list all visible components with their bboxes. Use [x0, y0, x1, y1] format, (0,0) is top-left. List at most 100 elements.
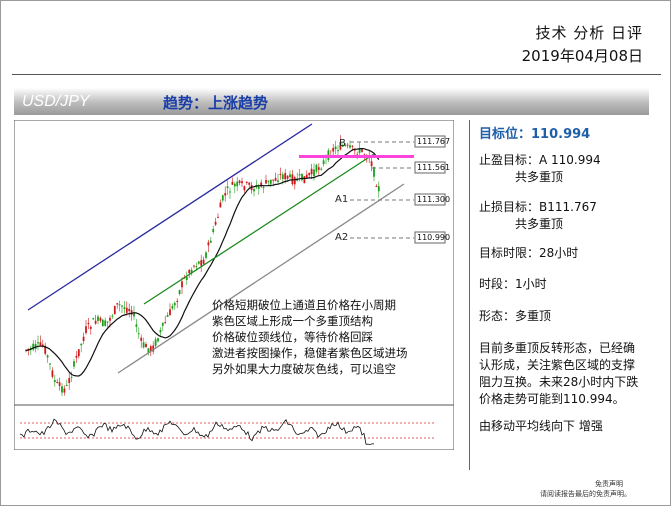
- candle-body: [308, 172, 311, 176]
- candle-body: [169, 309, 171, 316]
- report-title: 技术 分析 日评: [535, 24, 643, 42]
- candle-body: [301, 173, 303, 181]
- candle-body: [85, 326, 87, 333]
- trend-support-line: [143, 153, 375, 305]
- candle-body: [248, 182, 251, 185]
- candle-body: [274, 178, 277, 181]
- candle-body: [125, 307, 128, 313]
- annotation-line-1: 价格短期破位上通道且价格在小周期: [212, 298, 396, 312]
- candle-body: [104, 320, 107, 326]
- candle-body: [279, 173, 282, 175]
- candle-body: [361, 149, 363, 152]
- candle-body: [286, 175, 289, 179]
- level-tag-neckline: 111.561: [417, 163, 450, 172]
- currency-pair: USD/JPY: [22, 93, 90, 110]
- candle-body: [32, 343, 35, 350]
- candle-body: [209, 240, 212, 243]
- candle-body: [291, 174, 294, 185]
- candle-body: [289, 174, 291, 178]
- summary-line-4: 价格走势可能到110.994。: [479, 392, 625, 406]
- candle-body: [322, 160, 325, 165]
- candle-body: [190, 269, 193, 274]
- candle-body: [44, 345, 47, 354]
- level-a2-label: A2: [335, 232, 348, 243]
- candle-body: [99, 317, 102, 321]
- candle-body: [109, 317, 111, 321]
- candle-body: [298, 174, 301, 176]
- candle-body: [334, 146, 337, 150]
- summary-line-1: 目前多重顶反转形态，已经确: [479, 341, 636, 355]
- candle-body: [140, 337, 143, 341]
- candle-body: [231, 181, 234, 185]
- annotation-line-4: 激进者按图操作，稳健者紫色区域进场: [212, 346, 408, 360]
- candle-body: [257, 186, 260, 189]
- level-tags: 111.767 111.561 111.300 110.990: [414, 135, 450, 244]
- upper-channel-line: [27, 123, 313, 311]
- candle-body: [358, 147, 361, 153]
- title-band: [14, 88, 649, 115]
- candle-body: [77, 349, 80, 357]
- candle-body: [53, 380, 56, 383]
- target-price: 目标位：110.994: [479, 127, 591, 142]
- candle-body: [267, 180, 270, 182]
- candle-body: [173, 302, 176, 306]
- candle-body: [123, 307, 126, 309]
- candle-body: [310, 168, 313, 175]
- candle-body: [111, 315, 114, 317]
- candle-body: [221, 195, 224, 201]
- candle-body: [241, 181, 243, 184]
- candle-body: [375, 185, 378, 187]
- candle-body: [226, 186, 229, 189]
- lower-channel-line: [117, 183, 405, 374]
- level-tag-a1: 111.300: [417, 195, 450, 204]
- price-chart: B A1 A2 111.767 111.561 111.300 110.990 …: [14, 120, 454, 450]
- candle-body: [195, 266, 198, 268]
- candle-body: [145, 344, 147, 348]
- chart-border: [14, 120, 454, 450]
- purple-resistance-zone: [299, 155, 414, 158]
- summary-line-2: 认形成，关注紫色区域的支撑: [479, 358, 636, 372]
- candle-body: [305, 174, 308, 179]
- candle-body: [217, 216, 219, 218]
- candle-body: [284, 173, 287, 180]
- panel-divider: [469, 120, 470, 470]
- candle-body: [73, 361, 75, 367]
- candle-body: [166, 315, 169, 317]
- candle-body: [293, 177, 296, 185]
- candle-body: [233, 183, 236, 187]
- candle-body: [272, 179, 275, 181]
- candle-body: [94, 320, 97, 324]
- candle-body: [97, 316, 99, 321]
- candle-body: [89, 326, 92, 329]
- level-lines: [350, 141, 414, 239]
- level-b-label: B: [339, 138, 346, 149]
- candle-body: [205, 252, 207, 258]
- candle-body: [56, 381, 59, 383]
- candle-body: [61, 386, 63, 393]
- stop-loss: 止损目标：B111.767 共多重顶: [479, 199, 597, 233]
- candle-body: [171, 305, 174, 309]
- candle-body: [161, 322, 164, 326]
- candle-body: [157, 338, 159, 342]
- candle-body: [116, 303, 119, 305]
- summary-line-3: 阻力互换。未来28小时内下跌: [479, 375, 639, 389]
- candle-body: [370, 161, 373, 167]
- candle-body: [207, 242, 210, 246]
- candle-body: [377, 186, 380, 192]
- take-profit: 止盈目标：A 110.994 共多重顶: [479, 152, 601, 186]
- candle-body: [339, 142, 342, 150]
- candle-body: [313, 169, 315, 177]
- moving-average-line: [25, 147, 380, 377]
- disclaimer-title: 免责声明: [595, 480, 623, 488]
- candle-body: [332, 147, 335, 152]
- candle-body: [320, 168, 323, 170]
- candle-body: [142, 342, 145, 348]
- level-a1-label: A1: [335, 194, 348, 205]
- candle-body: [219, 202, 222, 208]
- candle-body: [193, 265, 195, 267]
- candle-body: [253, 189, 255, 192]
- candle-body: [106, 321, 109, 323]
- candle-body: [344, 144, 347, 146]
- candle-body: [341, 145, 344, 147]
- candle-body: [269, 179, 272, 184]
